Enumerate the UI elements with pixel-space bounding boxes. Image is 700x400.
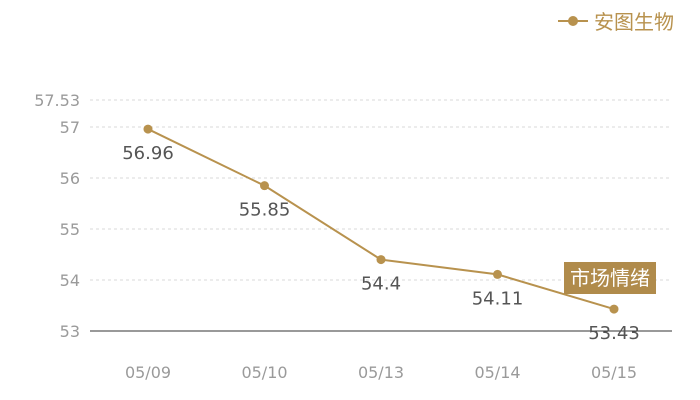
- y-tick-label: 55: [60, 220, 80, 239]
- data-label: 54.4: [361, 274, 401, 295]
- data-label: 53.43: [588, 323, 640, 344]
- market-sentiment-label: 市场情绪: [570, 266, 650, 290]
- data-point[interactable]: [609, 304, 619, 314]
- legend-line-marker-icon: [558, 14, 588, 28]
- x-tick-label: 05/09: [125, 363, 171, 382]
- data-point[interactable]: [376, 255, 386, 265]
- x-tick-label: 05/14: [474, 363, 520, 382]
- data-point[interactable]: [493, 269, 502, 279]
- legend-label: 安图生物: [594, 10, 674, 34]
- legend: 安图生物: [558, 6, 674, 35]
- y-tick-label: 53: [60, 322, 80, 341]
- data-label: 54.11: [472, 288, 524, 309]
- y-tick-label: 57: [60, 118, 80, 137]
- x-tick-label: 05/15: [591, 363, 637, 382]
- market-sentiment-badge[interactable]: 市场情绪: [564, 262, 656, 294]
- y-tick-label: 57.53: [34, 91, 80, 110]
- y-tick-label: 56: [60, 169, 80, 188]
- x-tick-label: 05/13: [358, 363, 404, 382]
- data-label: 55.85: [239, 200, 291, 221]
- data-point[interactable]: [143, 124, 153, 134]
- data-point[interactable]: [260, 181, 269, 191]
- x-tick-label: 05/10: [241, 363, 287, 382]
- y-tick-label: 54: [60, 271, 80, 290]
- data-label: 56.96: [122, 143, 174, 164]
